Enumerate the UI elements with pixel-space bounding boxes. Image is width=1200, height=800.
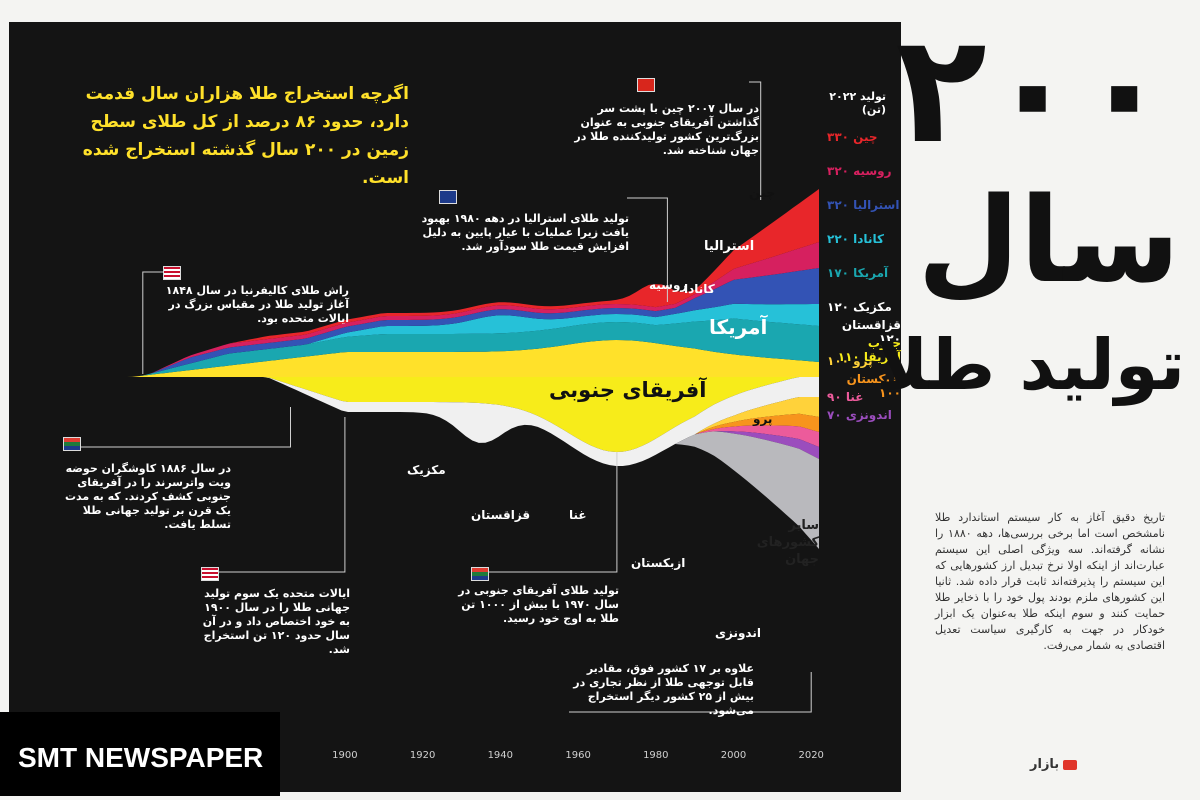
label-australia: استرالیا	[704, 239, 755, 254]
leader-line	[569, 672, 812, 713]
legend-item: غنا ۹۰	[827, 390, 864, 404]
label-america: آمریکا	[709, 315, 768, 339]
label-canada: کانادا	[684, 282, 715, 296]
logo-text: بازار	[1030, 757, 1060, 772]
legend-item: استرالیا ۳۲۰	[827, 198, 900, 212]
china-flag-icon	[637, 78, 655, 92]
label-mexico: مکزیک	[407, 463, 446, 477]
x-tick-label: 1920	[410, 750, 435, 761]
upper-band-2	[34, 303, 819, 377]
legend-item: جنوب آفریقا ۱۱۰	[837, 336, 901, 364]
upper-band-0	[34, 340, 819, 377]
logo-mark-icon	[1063, 759, 1078, 770]
x-tick-label: 1960	[565, 750, 590, 761]
upper-band-4	[34, 242, 819, 377]
publisher-logo: بازار	[1030, 757, 1078, 772]
note-usa-1900: ایالات متحده یک سوم تولید جهانی طلا را د…	[202, 587, 350, 656]
label-peru: پرو	[753, 412, 773, 426]
x-tick-label: 2020	[798, 750, 823, 761]
label-china: چین	[749, 186, 776, 201]
label-south-africa: آفریقای جنوبی	[549, 378, 707, 402]
intro-text: اگرچه استخراج طلا هزاران سال قدمت دارد، …	[82, 84, 409, 188]
x-tick-label: 1980	[643, 750, 668, 761]
legend-item: قزاقستان ۱۲۰	[841, 318, 901, 346]
note-california: راش طلای کالیفرنیا در سال ۱۸۴۸ آغاز تولی…	[165, 284, 349, 325]
us-flag-icon-california	[163, 266, 181, 280]
upper-band-1	[34, 318, 819, 377]
note-south-africa-1970: تولید طلای آفریقای جنوبی در سال ۱۹۷۰ با …	[458, 584, 619, 625]
leader-line	[627, 197, 668, 302]
chart-svg: ۱۸۸۰1900192019401960198020002020	[34, 81, 824, 761]
watermark-text: SMT NEWSPAPER	[18, 742, 264, 773]
label-russia: روسیه	[649, 278, 688, 292]
label-kazakhstan: قزاقستان	[471, 508, 531, 522]
legend-item: کانادا ۲۲۰	[827, 232, 884, 246]
leader-line	[487, 452, 618, 573]
note-other-countries: علاوه بر ۱۷ کشور فوق، مقادیر قابل توجهی …	[573, 662, 754, 717]
body-text: تاریخ دقیق آغاز به کار سیستم استاندارد ط…	[935, 511, 1165, 652]
legend-item: چین ۳۳۰	[827, 130, 878, 144]
headline-number: ۲۰۰	[895, 3, 1174, 177]
headline-word-1: سال	[917, 171, 1180, 309]
upper-band-3	[34, 268, 819, 377]
label-uzbekistan: ازبکستان	[631, 556, 686, 570]
note-australia: تولید طلای استرالیا در دهه ۱۹۸۰ بهبود یا…	[421, 212, 629, 253]
x-tick-label: 1940	[488, 750, 513, 761]
label-ghana: غنا	[569, 508, 587, 522]
legend-item: ازبکستان ۱۰۰	[846, 372, 901, 400]
legend-item: پرو ۱۰۰	[827, 354, 873, 368]
label-other-countries: سایر کشورهای جهان	[756, 518, 819, 567]
leader-line	[69, 407, 291, 448]
us-flag-icon-1900	[201, 567, 219, 581]
south-africa-flag-icon-1970	[471, 567, 489, 581]
leader-line	[214, 417, 346, 573]
x-tick-label: 2000	[721, 750, 746, 761]
legend-header: تولید ۲۰۲۲ (تن)	[829, 90, 886, 116]
watermark: SMT NEWSPAPER	[0, 712, 280, 796]
australia-flag-icon	[439, 190, 457, 204]
south-africa-flag-icon-1886	[63, 437, 81, 451]
note-south-africa-1886: در سال ۱۸۸۶ کاوشگران حوضه ویت واترسرند ر…	[64, 462, 231, 531]
lower-band-0	[34, 377, 819, 452]
label-indonesia: اندونزی	[715, 626, 761, 640]
legend-item: آمریکا ۱۷۰	[827, 266, 889, 280]
chart-panel: ۱۸۸۰1900192019401960198020002020 اگرچه ا…	[9, 22, 901, 792]
legend-item: مکزیک ۱۲۰	[827, 300, 892, 314]
legend-item: اندونزی ۷۰	[827, 408, 892, 422]
x-tick-label: 1900	[332, 750, 357, 761]
leader-line	[749, 81, 762, 200]
headline-word-2: تولید طلا	[876, 324, 1185, 406]
legend-item: روسیه ۳۲۰	[827, 164, 892, 178]
note-china: در سال ۲۰۰۷ چین با پشت سر گذاشتن آفریقای…	[574, 102, 759, 157]
